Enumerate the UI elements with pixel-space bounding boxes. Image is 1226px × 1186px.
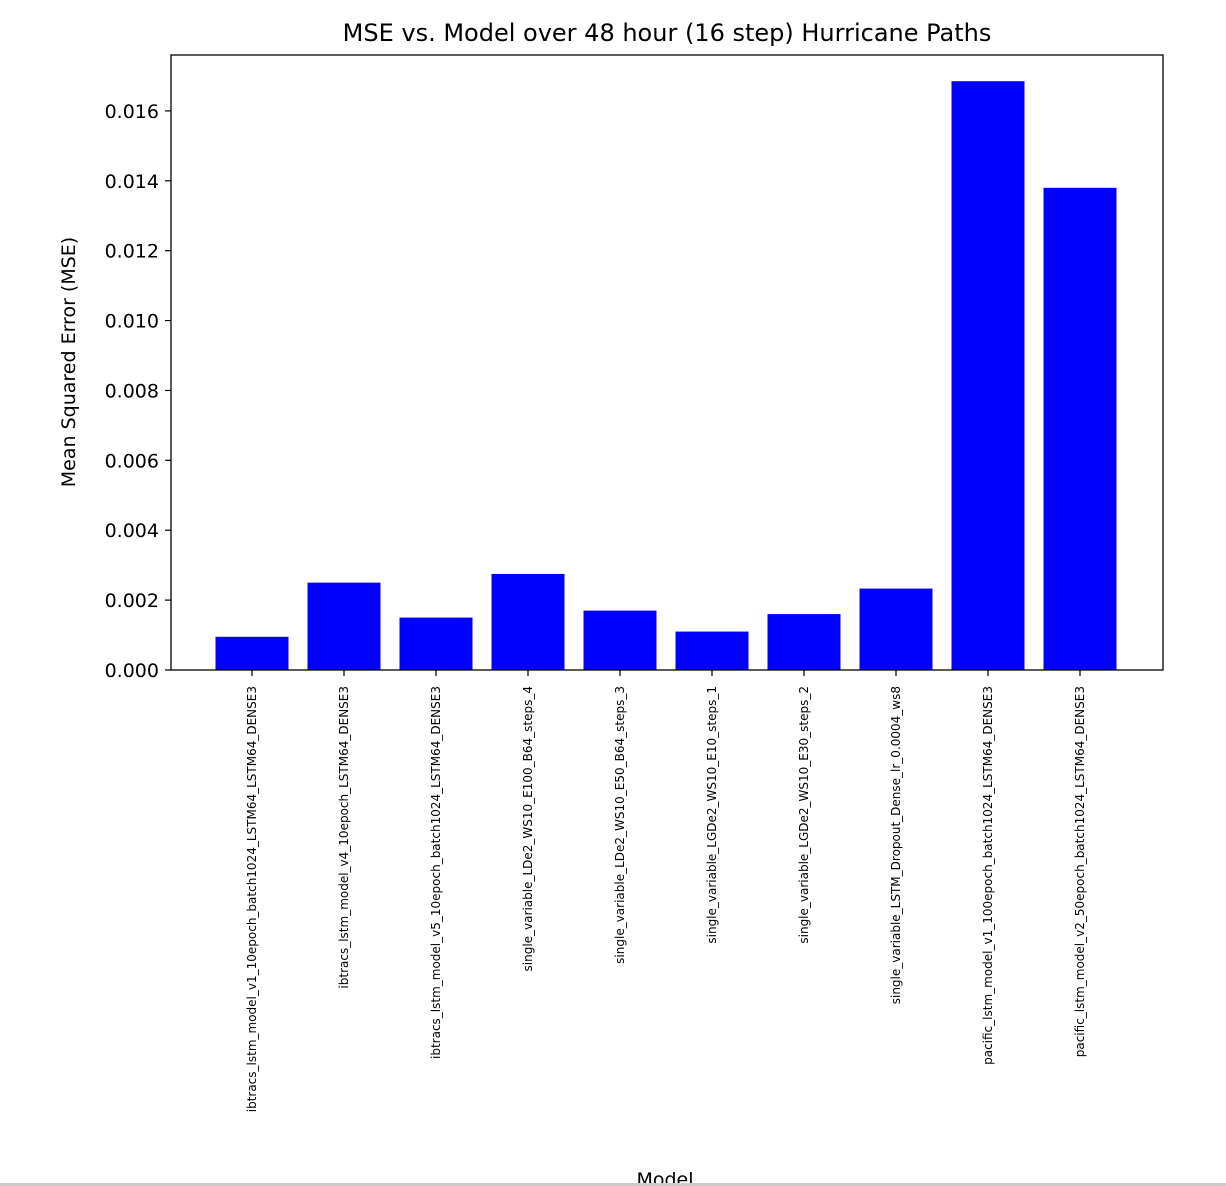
y-tick-label: 0.010	[105, 311, 159, 333]
x-tick-label: single_variable_LSTM_Dropout_Dense_lr_0.…	[889, 686, 903, 1004]
y-tick-label: 0.014	[105, 171, 159, 193]
bar-4	[491, 573, 565, 670]
x-tick-label: single_variable_LDe2_WS10_E100_B64_steps…	[521, 686, 535, 971]
x-tick-label: single_variable_LGDe2_WS10_E10_steps_1	[705, 686, 719, 944]
y-tick-label: 0.002	[105, 590, 159, 612]
bar-7	[767, 614, 841, 670]
x-tick-label: pacific_lstm_model_v2_50epoch_batch1024_…	[1073, 686, 1087, 1057]
y-axis-label: Mean Squared Error (MSE)	[58, 237, 80, 487]
y-tick-label: 0.012	[105, 241, 159, 263]
x-tick-label: ibtracs_lstm_model_v4_10epoch_LSTM64_DEN…	[337, 686, 351, 989]
bar-3	[399, 617, 473, 670]
y-tick-label: 0.006	[105, 450, 159, 472]
x-tick-label: pacific_lstm_model_v1_100epoch_batch1024…	[981, 686, 995, 1065]
bottom-edge	[0, 1183, 1226, 1186]
x-axis: ibtracs_lstm_model_v1_10epoch_batch1024_…	[245, 670, 1087, 1112]
x-axis-label: Model	[636, 1169, 693, 1186]
x-tick-label: ibtracs_lstm_model_v1_10epoch_batch1024_…	[245, 686, 259, 1112]
chart-title: MSE vs. Model over 48 hour (16 step) Hur…	[343, 19, 992, 47]
bar-6	[675, 631, 749, 670]
bar-2	[307, 582, 381, 670]
y-tick-label: 0.016	[105, 101, 159, 123]
bar-5	[583, 610, 657, 670]
y-axis: 0.000 0.002 0.004 0.006 0.008 0.010 0.012 0.014…	[105, 101, 171, 682]
bar-9	[951, 81, 1025, 670]
bars	[215, 81, 1117, 670]
y-tick-label: 0.008	[105, 380, 159, 402]
y-tick-label: 0.004	[105, 520, 159, 542]
bar-1	[215, 636, 289, 670]
x-tick-label: single_variable_LGDe2_WS10_E30_steps_2	[797, 686, 811, 944]
bar-8	[859, 588, 933, 670]
y-tick-label: 0.000	[105, 660, 159, 682]
x-tick-label: single_variable_LDe2_WS10_E50_B64_steps_…	[613, 686, 627, 964]
plot-frame	[170, 54, 1164, 671]
x-tick-label: ibtracs_lstm_model_v5_10epoch_batch1024_…	[429, 686, 443, 1059]
bar-10	[1043, 187, 1117, 670]
